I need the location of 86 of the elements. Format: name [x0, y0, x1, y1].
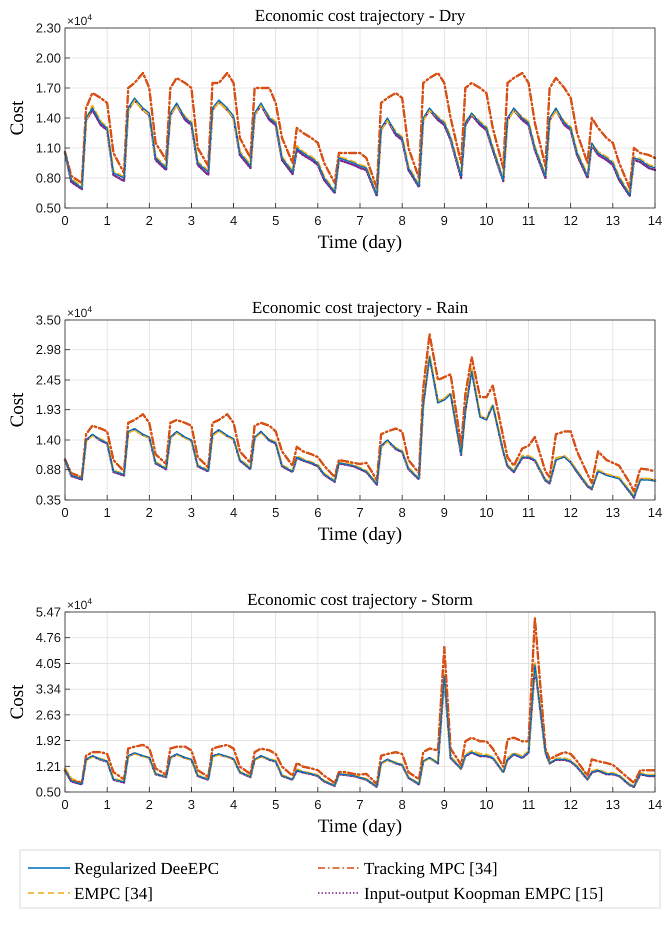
- legend-label: Tracking MPC [34]: [364, 859, 498, 878]
- y-tick-label: 2.00: [36, 50, 61, 66]
- annotation: ×10$^{4}$: [67, 12, 92, 28]
- x-tick-label: 9: [440, 505, 448, 520]
- x-tick-label: 0: [61, 505, 69, 520]
- y-axis-title: Cost: [7, 100, 28, 136]
- x-tick-label: 14: [648, 505, 662, 520]
- x-tick-label: 13: [606, 213, 620, 228]
- x-tick-label: 5: [272, 797, 280, 812]
- x-tick-label: 1: [104, 797, 111, 812]
- x-tick-label: 2: [146, 505, 153, 520]
- x-tick-label: 5: [272, 505, 280, 520]
- x-tick-label: 6: [314, 797, 322, 812]
- x-tick-label: 8: [398, 505, 406, 520]
- y-axis-title: Cost: [7, 684, 28, 720]
- x-tick-label: 5: [272, 213, 280, 228]
- x-tick-label: 4: [230, 797, 238, 812]
- x-tick-label: 10: [479, 213, 494, 228]
- x-tick-label: 12: [563, 213, 578, 228]
- text: ×10$^{4}$: [67, 304, 92, 320]
- legend-label: Input-output Koopman EMPC [15]: [364, 884, 604, 903]
- y-tick-label: 0.80: [36, 170, 61, 186]
- x-tick-label: 10: [479, 505, 494, 520]
- y-tick-label: 3.50: [36, 312, 61, 328]
- y-tick-label: 4.05: [36, 656, 61, 671]
- chart-title: Economic cost trajectory - Rain: [252, 298, 469, 317]
- x-tick-label: 12: [563, 797, 578, 812]
- line-series: [64, 72, 656, 190]
- y-tick-label: 4.76: [36, 630, 61, 646]
- x-tick-label: 11: [522, 505, 536, 520]
- line-series: [64, 333, 656, 493]
- x-tick-label: 9: [440, 213, 448, 228]
- x-tick-label: 8: [398, 213, 406, 228]
- y-tick-label: 1.40: [36, 110, 61, 126]
- x-tick-label: 7: [356, 797, 364, 812]
- y-tick-label: 5.47: [36, 604, 61, 620]
- x-tick-label: 12: [563, 505, 578, 520]
- x-tick-label: 7: [356, 213, 364, 228]
- x-tick-label: 3: [188, 797, 196, 812]
- legend-label: EMPC [34]: [74, 884, 153, 903]
- x-tick-label: 6: [314, 213, 322, 228]
- chart-title: Economic cost trajectory - Dry: [254, 6, 466, 25]
- y-tick-label: 2.63: [36, 707, 61, 722]
- legend-label: Regularized DeeEPC: [74, 859, 219, 878]
- y-tick-label: 1.70: [36, 80, 61, 96]
- y-tick-label: 1.40: [36, 432, 61, 448]
- x-tick-label: 0: [61, 797, 69, 812]
- x-tick-label: 11: [522, 213, 536, 228]
- x-tick-label: 0: [61, 213, 69, 228]
- y-tick-label: 0.50: [36, 784, 61, 800]
- x-tick-label: 7: [356, 505, 364, 520]
- y-tick-label: 1.92: [36, 733, 61, 748]
- y-tick-label: 2.98: [36, 342, 61, 358]
- x-tick-label: 2: [146, 213, 153, 228]
- x-tick-label: 1: [104, 213, 111, 228]
- x-tick-label: 14: [648, 797, 662, 812]
- x-tick-label: 4: [230, 213, 238, 228]
- y-tick-label: 0.35: [36, 492, 61, 508]
- x-tick-label: 3: [188, 505, 196, 520]
- y-tick-label: 1.93: [36, 402, 61, 418]
- x-tick-label: 9: [440, 797, 448, 812]
- line-series: [64, 616, 656, 786]
- y-tick-label: 2.45: [36, 372, 61, 388]
- x-axis-title: Time (day): [318, 232, 402, 253]
- x-tick-label: 10: [479, 797, 494, 812]
- x-tick-label: 13: [606, 797, 620, 812]
- x-tick-label: 3: [188, 213, 196, 228]
- y-tick-label: 1.21: [36, 758, 61, 774]
- text: ×10$^{4}$: [67, 596, 92, 612]
- y-tick-label: 2.30: [36, 20, 61, 36]
- y-tick-label: 0.88: [36, 462, 61, 478]
- x-tick-label: 6: [314, 505, 322, 520]
- x-tick-label: 2: [146, 797, 153, 812]
- y-axis-title: Cost: [7, 392, 28, 428]
- x-tick-label: 4: [230, 505, 238, 520]
- x-tick-label: 13: [606, 505, 620, 520]
- y-tick-label: 3.34: [36, 682, 61, 697]
- y-tick-label: 1.10: [36, 140, 61, 156]
- chart-title: Economic cost trajectory - Storm: [247, 590, 473, 609]
- x-tick-label: 11: [522, 797, 536, 812]
- x-axis-title: Time (day): [318, 524, 402, 545]
- y-tick-label: 0.50: [36, 200, 61, 216]
- x-tick-label: 1: [104, 505, 111, 520]
- x-tick-label: 8: [398, 797, 406, 812]
- x-axis-title: Time (day): [318, 816, 402, 837]
- x-tick-label: 14: [648, 213, 662, 228]
